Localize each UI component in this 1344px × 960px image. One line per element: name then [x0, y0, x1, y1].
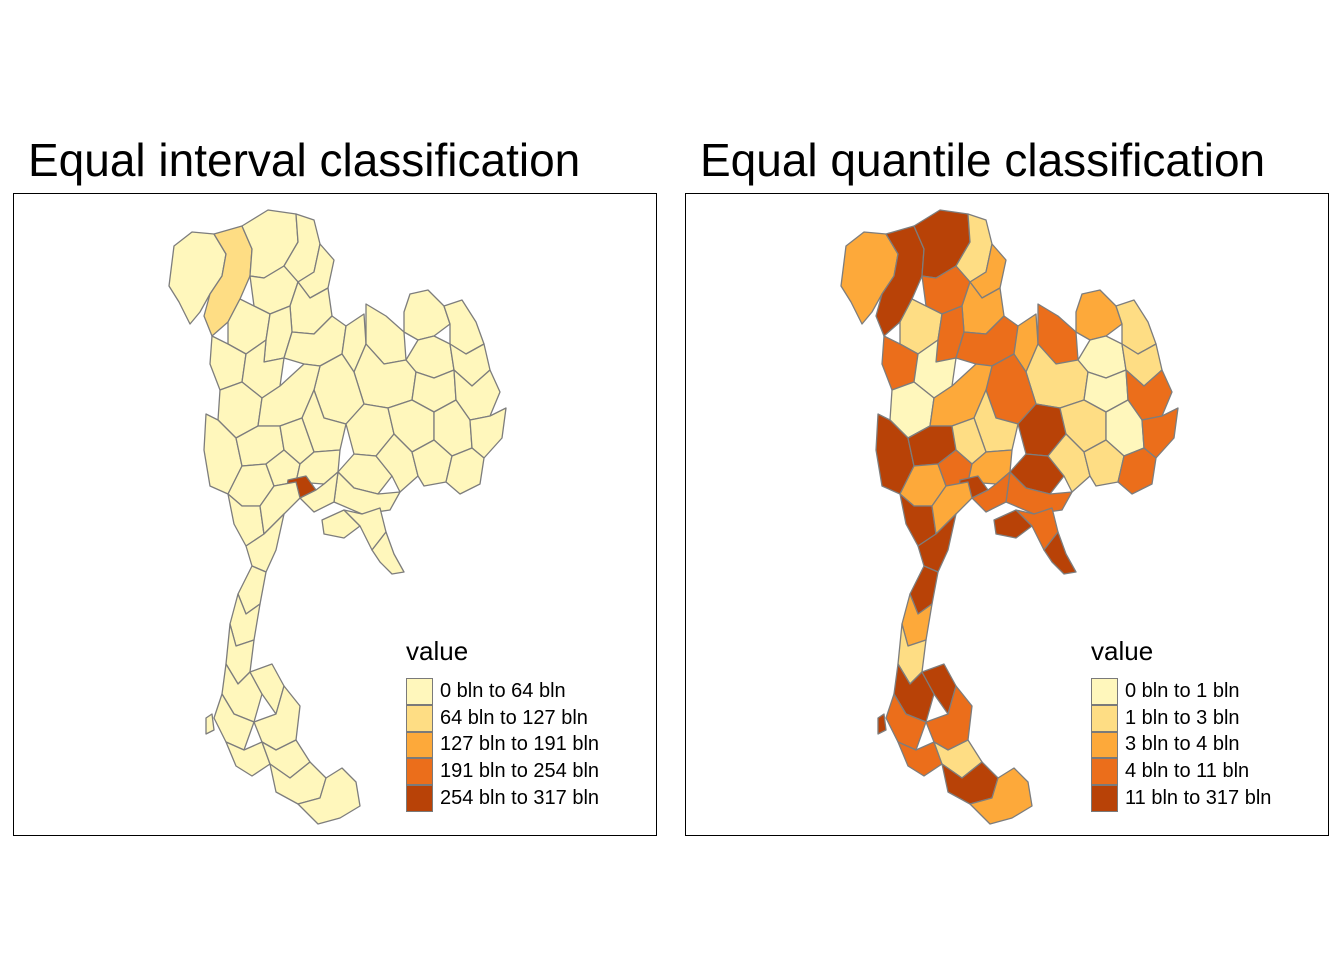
right-choropleth-map	[840, 209, 1179, 825]
legend-label: 1 bln to 3 bln	[1125, 706, 1240, 729]
right-province-polygons	[840, 209, 1179, 825]
legend-swatch	[406, 731, 433, 759]
province	[205, 713, 215, 735]
legend-swatch	[406, 758, 433, 786]
legend-entry: 64 bln to 127 bln	[406, 704, 599, 732]
province	[297, 767, 361, 825]
right-map-legend: value 0 bln to 1 bln 1 bln to 3 bln 3 bln …	[1091, 636, 1271, 812]
legend-label: 254 bln to 317 bln	[440, 787, 600, 810]
legend-swatch	[1091, 758, 1118, 786]
province	[333, 471, 401, 515]
left-map-title: Equal interval classification	[28, 134, 581, 186]
legend-entry: 1 bln to 3 bln	[1091, 704, 1271, 732]
right-map-title: Equal quantile classification	[700, 134, 1266, 186]
legend-swatch	[1091, 704, 1118, 732]
legend-label: 0 bln to 64 bln	[440, 679, 566, 702]
legend-swatch	[1091, 678, 1118, 705]
legend-entry: 0 bln to 64 bln	[406, 678, 599, 705]
legend-label: 64 bln to 127 bln	[440, 706, 588, 729]
province	[403, 289, 451, 341]
legend-swatch	[406, 678, 433, 705]
province	[445, 447, 485, 495]
legend-title: value	[1091, 636, 1154, 666]
legend-entry: 254 bln to 317 bln	[406, 785, 599, 812]
legend-rows: 0 bln to 64 bln 64 bln to 127 bln 127 bln …	[406, 678, 599, 812]
left-province-polygons	[168, 209, 507, 825]
legend-swatch	[406, 785, 433, 812]
province	[1005, 471, 1073, 515]
province	[1043, 531, 1077, 575]
legend-entry: 11 bln to 317 bln	[1091, 785, 1271, 812]
legend-swatch	[406, 704, 433, 732]
legend-rows: 0 bln to 1 bln 1 bln to 3 bln 3 bln to 4 b…	[1091, 678, 1271, 812]
legend-label: 191 bln to 254 bln	[440, 760, 600, 783]
legend-entry: 3 bln to 4 bln	[1091, 731, 1271, 759]
left-map-frame: value 0 bln to 64 bln 64 bln to 127 bln 12…	[13, 193, 657, 836]
legend-label: 0 bln to 1 bln	[1125, 679, 1240, 702]
province	[1075, 289, 1123, 341]
province	[371, 531, 405, 575]
legend-label: 11 bln to 317 bln	[1125, 787, 1272, 810]
province	[969, 767, 1033, 825]
left-map-legend: value 0 bln to 64 bln 64 bln to 127 bln 12…	[406, 636, 599, 812]
legend-label: 3 bln to 4 bln	[1125, 733, 1240, 756]
right-map-frame: value 0 bln to 1 bln 1 bln to 3 bln 3 bln …	[685, 193, 1329, 836]
legend-entry: 4 bln to 11 bln	[1091, 758, 1271, 786]
legend-label: 127 bln to 191 bln	[440, 733, 600, 756]
legend-title: value	[406, 636, 469, 666]
province	[1117, 447, 1157, 495]
legend-entry: 0 bln to 1 bln	[1091, 678, 1271, 705]
province	[877, 713, 887, 735]
legend-swatch	[1091, 731, 1118, 759]
legend-swatch	[1091, 785, 1118, 812]
legend-entry: 127 bln to 191 bln	[406, 731, 600, 759]
legend-label: 4 bln to 11 bln	[1125, 760, 1250, 783]
left-choropleth-map	[168, 209, 507, 825]
legend-entry: 191 bln to 254 bln	[406, 758, 600, 786]
